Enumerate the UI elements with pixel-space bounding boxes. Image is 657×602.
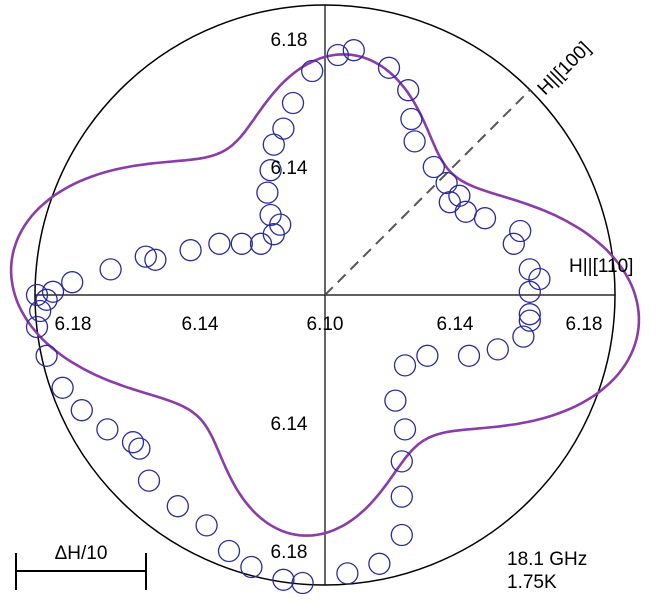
- data-point: [166, 495, 189, 518]
- tick-label-left-inner: 6.14: [182, 314, 219, 335]
- data-point: [393, 354, 417, 377]
- data-point: [96, 418, 119, 441]
- data-point: [397, 79, 420, 102]
- data-point: [457, 344, 481, 367]
- data-point: [509, 219, 532, 243]
- diagonal-axis-line: [324, 89, 531, 296]
- data-point: [336, 562, 359, 585]
- data-point: [70, 399, 93, 422]
- data-point: [342, 39, 365, 62]
- data-point: [390, 523, 413, 547]
- data-point: [368, 552, 391, 575]
- tick-label-right-outer: 6.18: [566, 314, 603, 335]
- data-point: [438, 191, 461, 214]
- tick-label-left-outer: 6.18: [55, 314, 92, 335]
- data-point: [435, 171, 458, 195]
- data-point: [518, 303, 541, 326]
- data-point: [403, 130, 426, 153]
- data-point: [208, 232, 231, 255]
- data-point: [25, 283, 49, 307]
- annotation-temperature: 1.75K: [507, 572, 557, 593]
- data-point: [326, 43, 349, 67]
- tick-label-top-outer: 6.18: [271, 30, 308, 51]
- data-point: [240, 555, 263, 579]
- data-point: [61, 271, 84, 294]
- data-point: [134, 245, 157, 268]
- data-point: [291, 571, 314, 595]
- data-point: [416, 344, 439, 367]
- data-point: [473, 207, 497, 230]
- tick-label-center: 6.10: [307, 314, 344, 335]
- scale-bar-label: ΔH/10: [55, 543, 108, 564]
- data-point: [486, 338, 509, 361]
- data-point: [217, 539, 241, 563]
- data-point: [272, 568, 295, 591]
- data-point: [230, 232, 253, 255]
- data-point: [41, 280, 65, 303]
- tick-label-top-inner: 6.14: [271, 158, 308, 179]
- data-point: [528, 267, 551, 291]
- data-point: [25, 315, 49, 339]
- data-point: [301, 59, 324, 83]
- data-point: [448, 184, 471, 207]
- tick-label-bottom-outer: 6.18: [271, 542, 308, 563]
- data-point: [390, 485, 413, 508]
- data-point: [518, 258, 541, 281]
- data-point: [512, 325, 535, 348]
- axis-label-horizontal: H||[110]: [569, 256, 633, 277]
- data-point: [259, 159, 282, 182]
- data-point: [272, 117, 295, 140]
- fit-curve-path: [9, 53, 641, 537]
- data-point: [128, 437, 151, 460]
- data-point: [259, 203, 282, 227]
- data-point: [518, 309, 541, 332]
- data-point: [51, 376, 74, 399]
- polar-frame: [34, 4, 616, 586]
- annotation-frequency: 18.1 GHz: [507, 549, 588, 570]
- data-points: [25, 39, 551, 595]
- data-point: [137, 469, 161, 492]
- data-point: [384, 389, 407, 412]
- data-point: [400, 107, 423, 131]
- data-point: [35, 344, 58, 367]
- tick-label-right-inner: 6.14: [437, 314, 474, 335]
- data-point: [179, 239, 202, 262]
- data-point: [390, 450, 413, 473]
- data-point: [256, 181, 279, 204]
- data-point: [144, 248, 167, 271]
- axis-label-diagonal: H||[100]: [534, 38, 595, 99]
- data-point: [29, 299, 52, 323]
- data-point: [502, 232, 525, 255]
- fit-curve: [9, 53, 641, 537]
- tick-label-bottom-inner: 6.14: [271, 414, 308, 435]
- data-point: [393, 418, 417, 441]
- data-point: [281, 91, 305, 115]
- data-point: [99, 258, 122, 281]
- data-point: [35, 288, 58, 311]
- data-point: [195, 514, 218, 537]
- data-point: [249, 232, 273, 255]
- data-point: [377, 56, 401, 79]
- data-point: [262, 133, 285, 156]
- data-point: [121, 431, 145, 454]
- scale-bar: ΔH/10: [15, 543, 147, 590]
- data-point: [422, 155, 445, 179]
